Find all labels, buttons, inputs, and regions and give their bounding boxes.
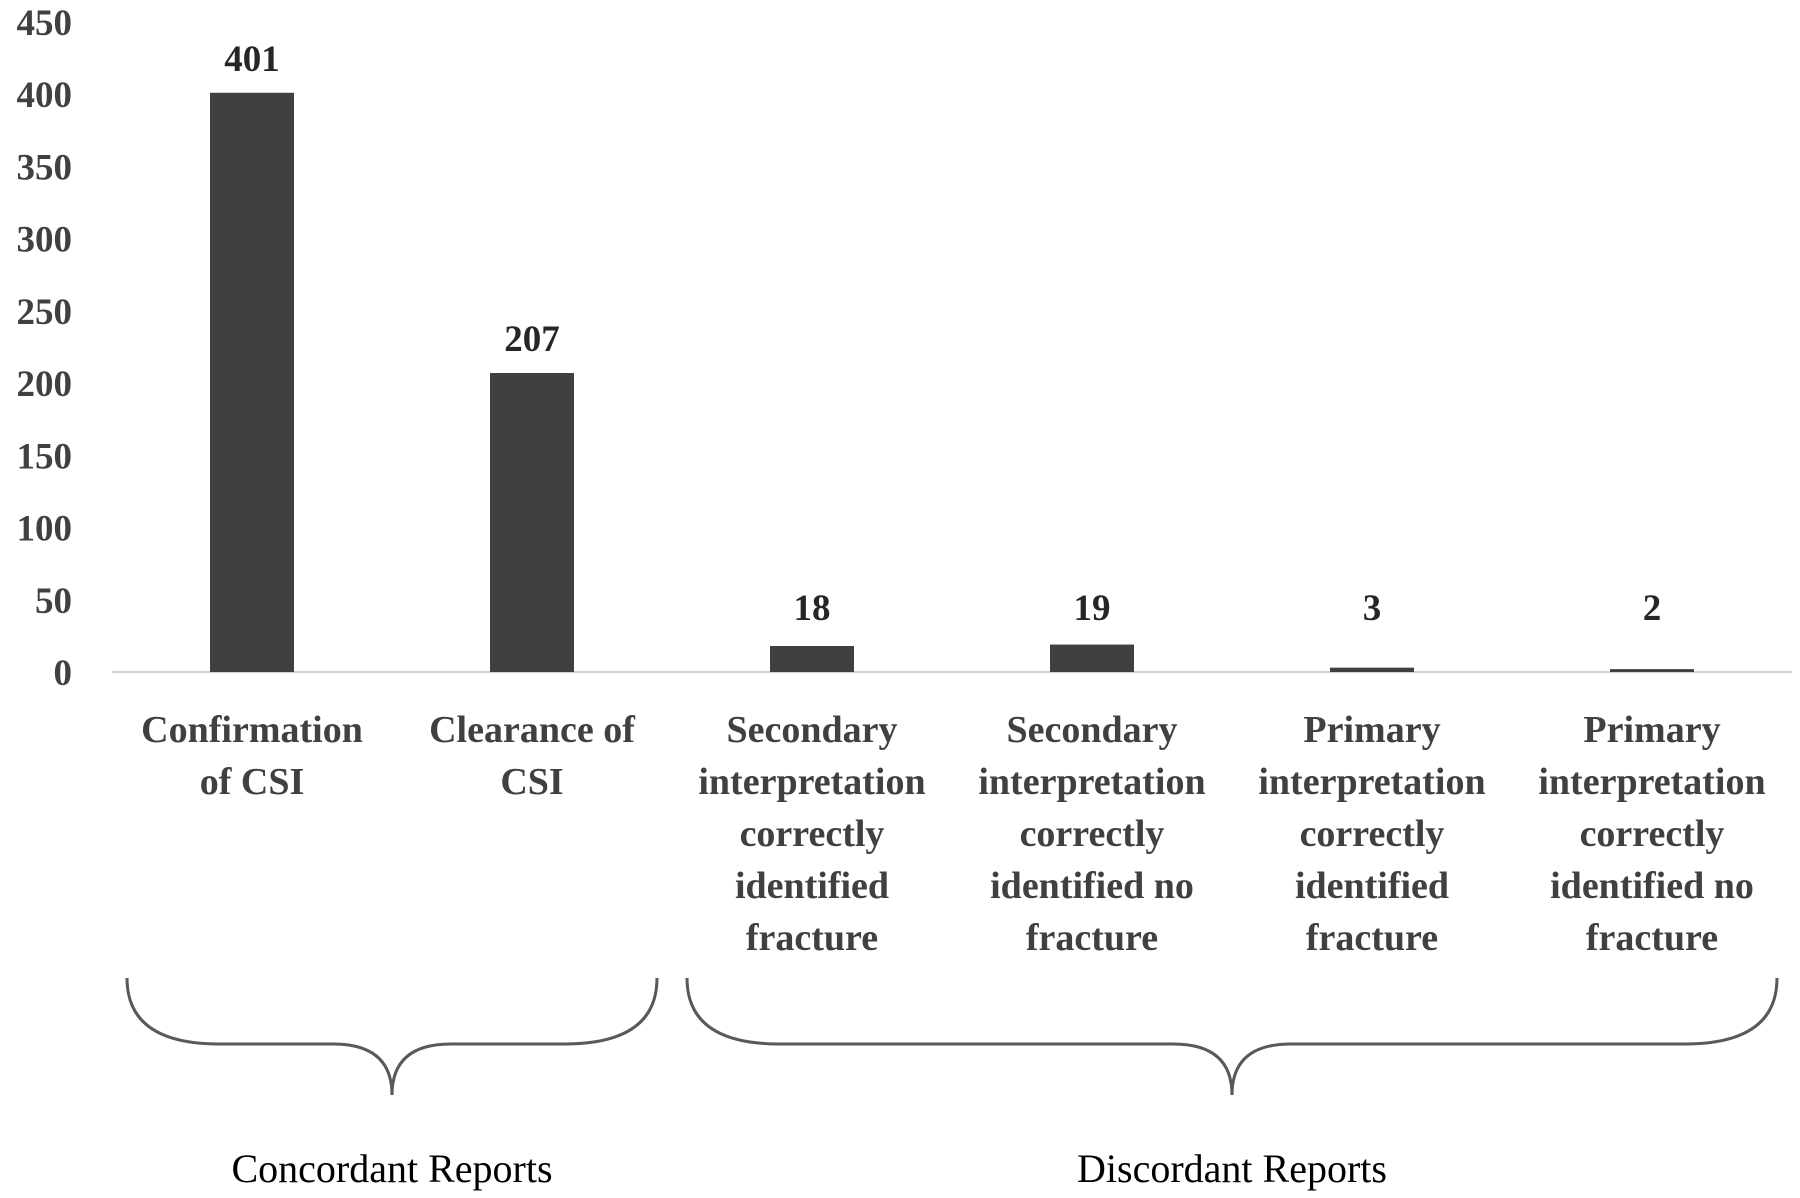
- data-label: 18: [794, 588, 831, 629]
- category-label-line: interpretation: [1538, 761, 1765, 803]
- group-label: Concordant Reports: [231, 1146, 552, 1191]
- group-brace: [685, 977, 1779, 1096]
- bar: [210, 92, 294, 673]
- group-label: Discordant Reports: [1077, 1146, 1387, 1191]
- bar: [770, 646, 854, 672]
- y-tick-label: 100: [17, 509, 73, 550]
- y-axis-ticks: 0 50 100 150 200 250 300 350 400 450: [17, 3, 73, 694]
- bars: [210, 92, 1694, 673]
- data-label: 3: [1363, 588, 1382, 629]
- y-tick-label: 250: [17, 292, 73, 333]
- category-label-line: correctly: [1580, 813, 1725, 855]
- group-braces: Concordant Reports Discordant Reports: [125, 977, 1779, 1191]
- category-label-line: Secondary: [727, 709, 898, 751]
- category-label-line: identified no: [1550, 865, 1754, 907]
- data-labels: 401 207 18 19 3 2: [224, 39, 1661, 629]
- y-tick-label: 200: [17, 364, 73, 405]
- bar: [1610, 669, 1694, 672]
- y-tick-label: 150: [17, 436, 73, 477]
- category-label-line: identified no: [990, 865, 1194, 907]
- y-tick-label: 50: [35, 581, 72, 622]
- data-label: 207: [504, 319, 560, 360]
- y-tick-label: 0: [54, 653, 73, 694]
- category-label-line: fracture: [1586, 917, 1718, 959]
- category-label-line: interpretation: [698, 761, 925, 803]
- category-label-line: Secondary: [1007, 709, 1178, 751]
- category-label-line: fracture: [1026, 917, 1158, 959]
- category-label-line: correctly: [1020, 813, 1165, 855]
- category-label: Confirmation of CSI: [141, 709, 363, 803]
- category-label-line: correctly: [740, 813, 885, 855]
- category-label-line: Primary: [1583, 709, 1720, 751]
- category-label: Primary interpretation correctly identified…: [1258, 709, 1485, 959]
- data-label: 19: [1074, 588, 1111, 629]
- category-label: Secondary interpretation correctly identifi…: [698, 709, 925, 959]
- category-label-line: CSI: [500, 761, 563, 803]
- category-label: Clearance of CSI: [429, 709, 636, 803]
- y-tick-label: 450: [17, 3, 73, 44]
- group-brace: [125, 977, 659, 1096]
- y-tick-label: 300: [17, 220, 73, 261]
- category-label: Secondary interpretation correctly identifi…: [978, 709, 1205, 959]
- category-label-line: interpretation: [978, 761, 1205, 803]
- category-label-line: identified: [735, 865, 889, 907]
- category-label-line: identified: [1295, 865, 1449, 907]
- data-label: 401: [224, 39, 280, 80]
- data-label: 2: [1643, 588, 1662, 629]
- category-label-line: fracture: [746, 917, 878, 959]
- bar: [1330, 667, 1414, 672]
- category-label-line: correctly: [1300, 813, 1445, 855]
- category-label-line: fracture: [1306, 917, 1438, 959]
- category-label: Primary interpretation correctly identified…: [1538, 709, 1765, 959]
- category-label-line: interpretation: [1258, 761, 1485, 803]
- category-label-line: Clearance of: [429, 709, 636, 751]
- category-label-line: of CSI: [200, 761, 305, 803]
- y-tick-label: 350: [17, 147, 73, 188]
- category-label-line: Primary: [1303, 709, 1440, 751]
- bar: [1050, 644, 1134, 672]
- category-labels: Confirmation of CSI Clearance of CSI Seconda…: [141, 709, 1765, 959]
- bar: [490, 373, 574, 672]
- y-tick-label: 400: [17, 75, 73, 116]
- category-label-line: Confirmation: [141, 709, 363, 751]
